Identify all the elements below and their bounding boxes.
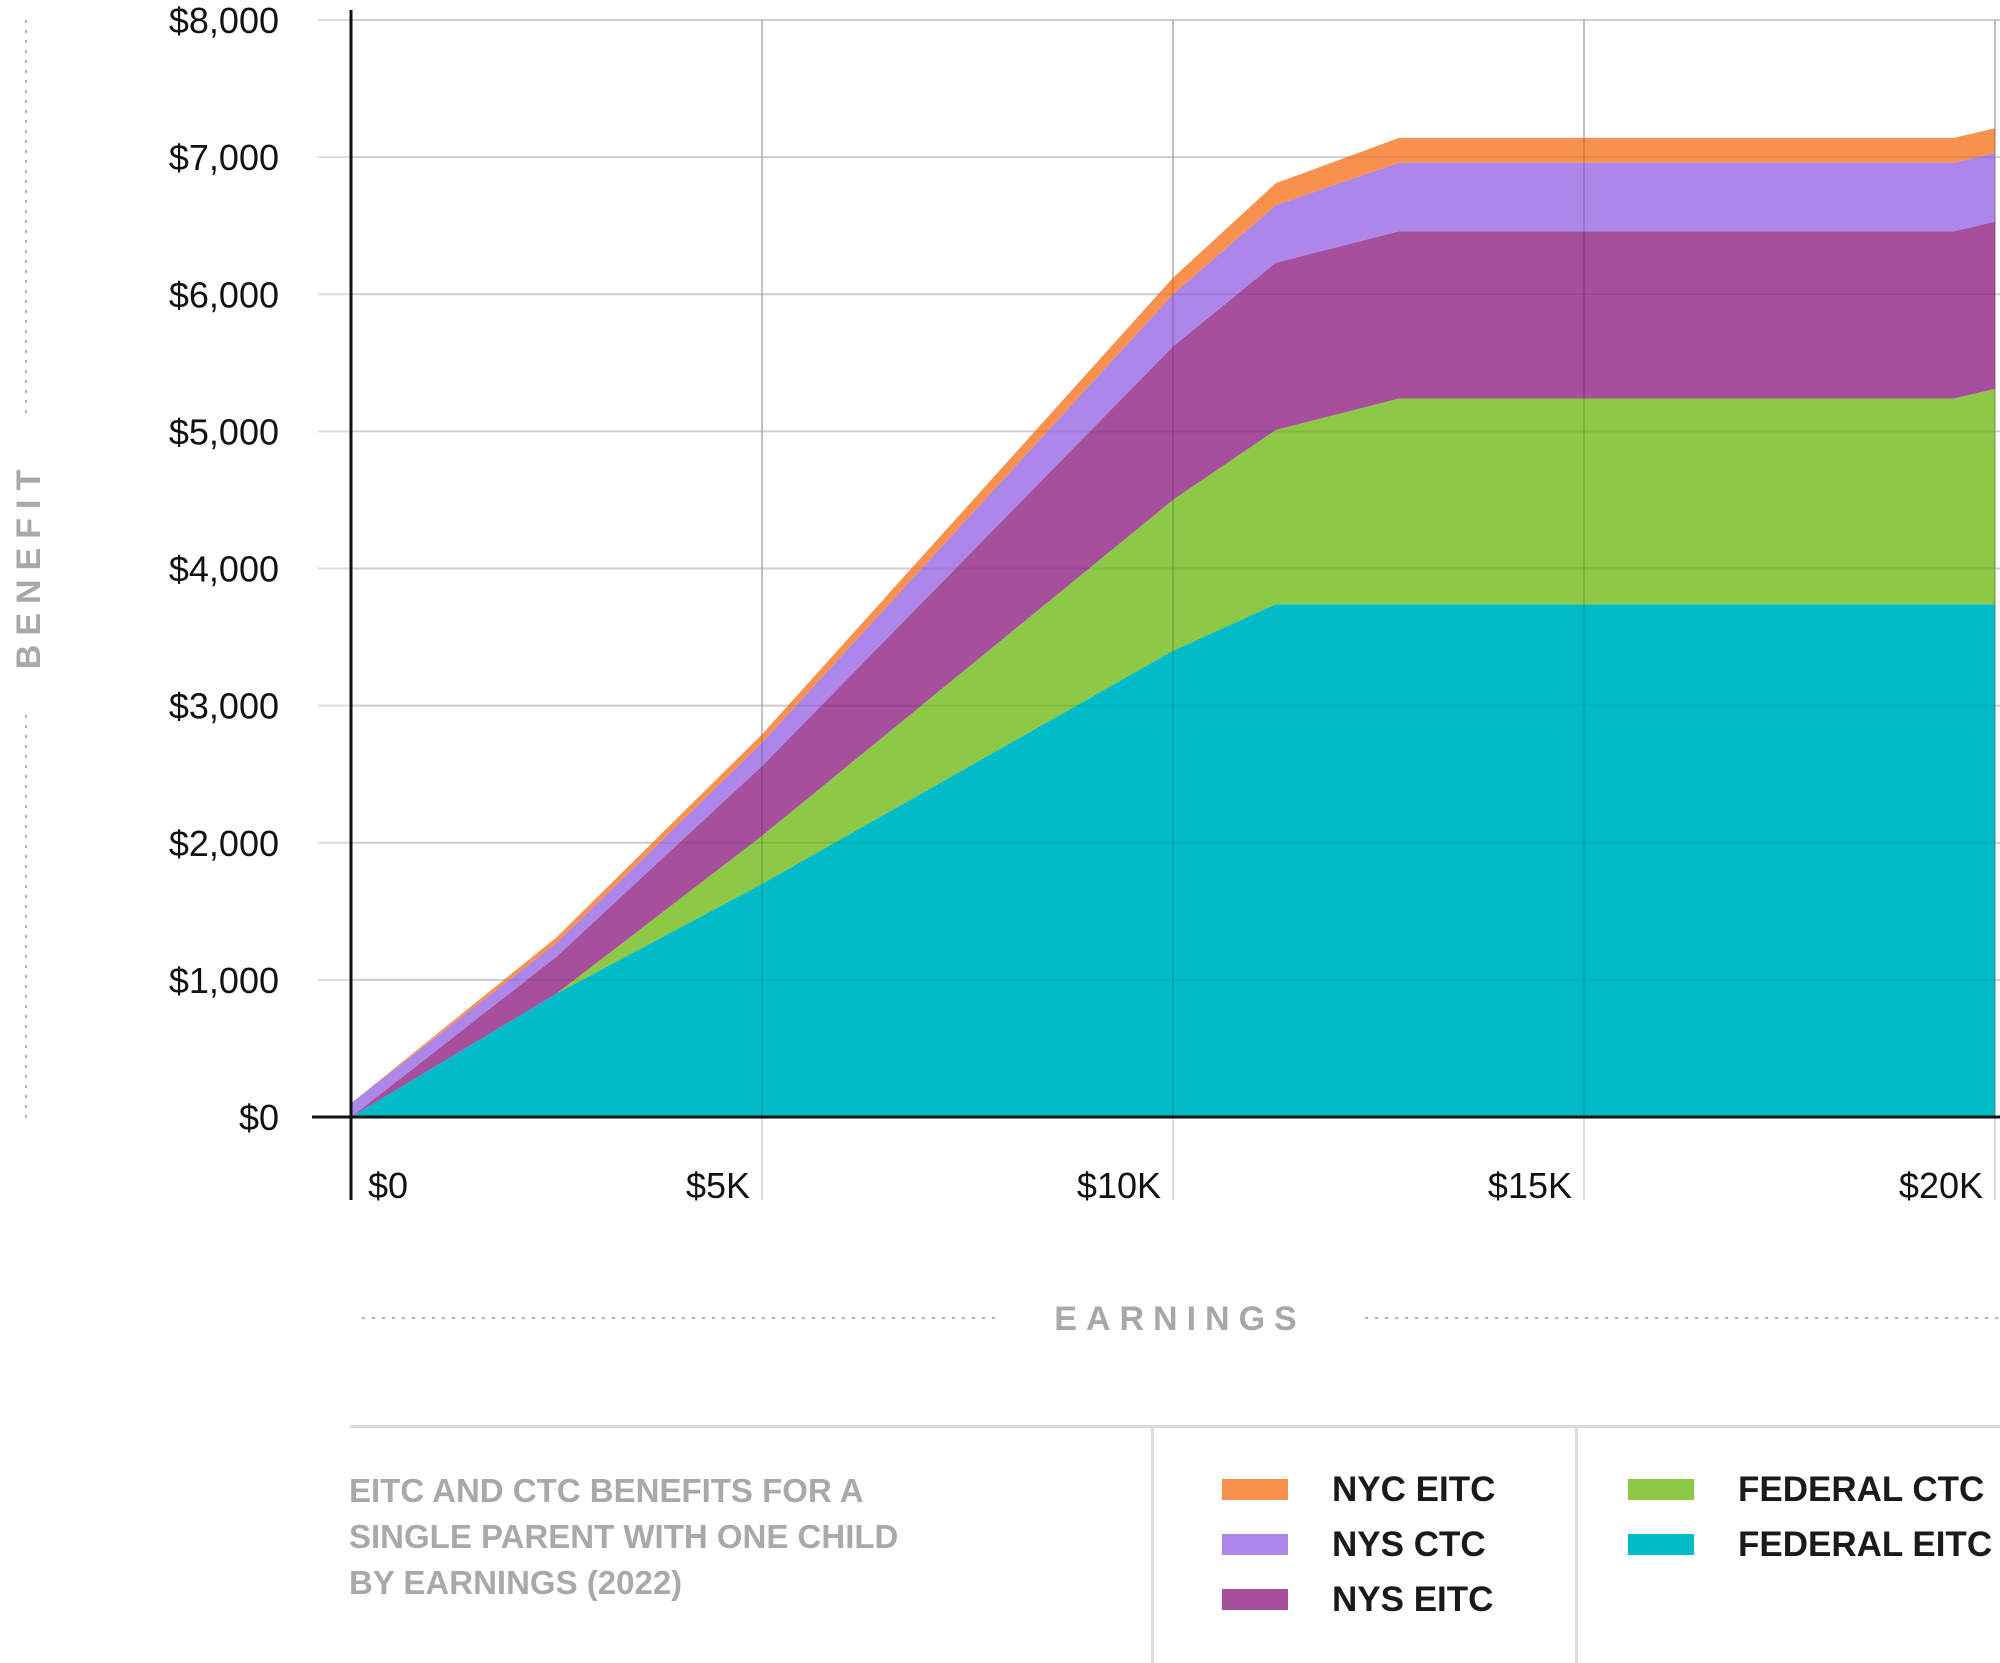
legend-swatch — [1628, 1534, 1694, 1555]
legend-item: FEDERAL EITC — [1628, 1517, 1992, 1572]
area-federal-eitc — [351, 604, 1995, 1117]
x-tick-label: $15K — [1488, 1165, 1572, 1206]
tick-labels: $0 $1,000 $2,000 $3,000 $4,000 $5,000 $6,000 $7… — [169, 0, 1983, 1206]
chart-caption: EITC AND CTC BENEFITS FOR A SINGLE PAREN… — [349, 1472, 899, 1601]
legend-item: FEDERAL CTC — [1628, 1462, 1992, 1517]
legend-item: NYS CTC — [1222, 1517, 1495, 1572]
grid-overlay — [351, 19, 2000, 1117]
legend-column-1: NYC EITC NYS CTC NYS EITC — [1222, 1462, 1495, 1627]
legend-label: NYS EITC — [1332, 1579, 1494, 1619]
axes — [312, 10, 2000, 1200]
axis-titles: BENEFIT EARNINGS — [10, 20, 2000, 1338]
y-tick-label: $5,000 — [169, 411, 279, 452]
legend-item: NYS EITC — [1222, 1572, 1495, 1627]
area-nys-eitc — [351, 221, 1995, 1118]
legend-top-rule — [350, 1425, 2000, 1428]
y-axis-title: BENEFIT — [10, 461, 48, 669]
y-tick-label: $4,000 — [169, 549, 279, 590]
legend-label: FEDERAL EITC — [1738, 1524, 1993, 1564]
legend-label: NYC EITC — [1332, 1469, 1496, 1509]
x-tick-label: $0 — [368, 1165, 408, 1206]
y-tick-label: $1,000 — [169, 960, 279, 1001]
legend-divider-2 — [1575, 1425, 1578, 1663]
x-tick-label: $10K — [1077, 1165, 1161, 1206]
y-tick-label: $7,000 — [169, 137, 279, 178]
area-federal-ctc — [351, 388, 1995, 1117]
area-series — [351, 128, 1995, 1118]
area-nys-ctc — [351, 153, 1995, 1117]
y-tick-label: $6,000 — [169, 274, 279, 315]
legend-swatch — [1222, 1589, 1288, 1610]
x-tick-label: $5K — [686, 1165, 750, 1206]
legend-swatch — [1222, 1534, 1288, 1555]
y-tick-label: $0 — [239, 1097, 279, 1138]
legend-swatch — [1222, 1479, 1288, 1500]
y-tick-label: $2,000 — [169, 823, 279, 864]
legend-item: NYC EITC — [1222, 1462, 1495, 1517]
legend-divider-1 — [1151, 1425, 1154, 1663]
x-axis-title: EARNINGS — [1054, 1300, 1305, 1338]
legend-label: FEDERAL CTC — [1738, 1469, 1985, 1509]
x-tick-label: $20K — [1899, 1165, 1983, 1206]
y-tick-label: $8,000 — [169, 0, 279, 41]
legend-column-2: FEDERAL CTC FEDERAL EITC — [1628, 1462, 1992, 1572]
legend-swatch — [1628, 1479, 1694, 1500]
legend-label: NYS CTC — [1332, 1524, 1486, 1564]
y-tick-label: $3,000 — [169, 686, 279, 727]
